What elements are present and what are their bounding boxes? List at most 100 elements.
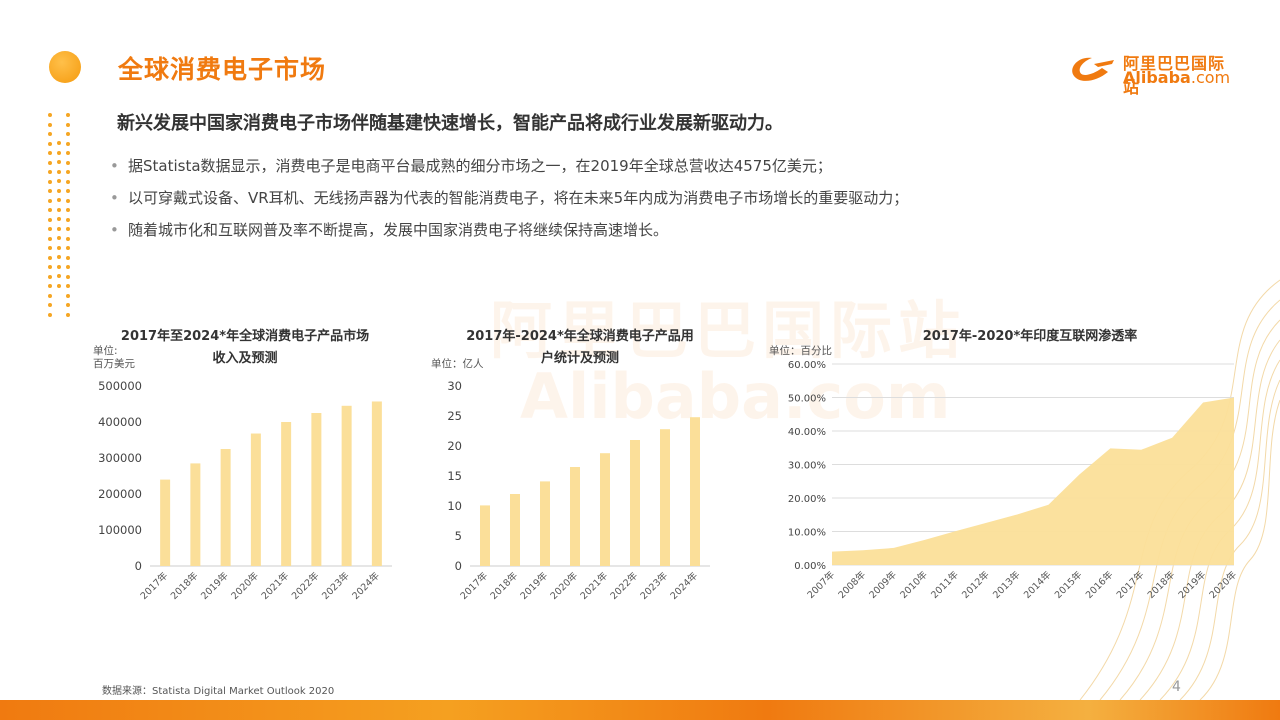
chart-india-unit: 单位：百分比 (769, 345, 832, 357)
bullet-text: 以可穿戴式设备、VR耳机、无线扬声器为代表的智能消费电子，将在未来5年内成为消费… (128, 189, 909, 207)
decorative-dot (48, 312, 52, 317)
y-tick-label: 40.00% (788, 427, 826, 438)
bar (480, 505, 490, 566)
x-tick-label: 2018年 (488, 569, 521, 602)
decorative-dot (66, 236, 70, 241)
decorative-dot (48, 293, 52, 298)
x-tick-label: 2020年 (229, 569, 262, 602)
x-tick-label: 2023年 (319, 569, 352, 602)
y-tick-label: 30 (447, 379, 462, 393)
bar (570, 467, 580, 566)
x-tick-label: 2020年 (1207, 568, 1240, 601)
bar (660, 429, 670, 566)
decorative-dot (57, 255, 61, 259)
bullet-marker: • (110, 189, 119, 207)
decorative-dot (66, 141, 70, 146)
decorative-dot (57, 179, 61, 183)
x-tick-label: 2011年 (929, 568, 962, 601)
decorative-dot (48, 113, 52, 117)
x-tick-label: 2021年 (578, 569, 611, 602)
y-tick-label: 0.00% (794, 561, 826, 572)
decorative-dot (57, 274, 61, 278)
y-tick-label: 15 (447, 469, 462, 483)
bullet-item: • 据Statista数据显示，消费电子是电商平台最成熟的细分市场之一，在2019… (110, 155, 908, 187)
x-tick-label: 2024年 (350, 569, 383, 602)
decorative-dot (48, 141, 52, 146)
decorative-dot (66, 198, 70, 203)
decorative-dot (57, 160, 61, 164)
decorative-dot (66, 160, 70, 165)
x-tick-label: 2019年 (198, 569, 231, 602)
x-tick-label: 2020年 (548, 569, 581, 602)
chart-india-internet: 0.00% 10.00% 20.00% 30.00% 40.00% 50.00% 60.00… (788, 360, 1240, 601)
decorative-dot (57, 169, 61, 174)
x-tick-label: 2007年 (805, 568, 838, 601)
chart-revenue-unit: 单位: 百万美元 (93, 345, 135, 371)
x-tick-label: 2008年 (836, 568, 869, 601)
bullet-text: 随着城市化和互联网普及率不断提高，发展中国家消费电子将继续保持高速增长。 (128, 221, 669, 239)
bar (630, 440, 640, 566)
data-source: 数据来源：Statista Digital Market Outlook 202… (102, 686, 335, 697)
decorative-dot (48, 198, 52, 203)
decorative-dot (57, 198, 61, 202)
alibaba-logo: 阿里巴巴国际站 Alibaba.com (1068, 48, 1238, 97)
decorative-dot (66, 255, 70, 260)
decorative-dot (66, 265, 70, 269)
decorative-dot (57, 150, 61, 155)
y-tick-label: 20.00% (788, 494, 826, 505)
decorative-dot (66, 122, 70, 127)
chart-india-title: 2017年-2020*年印度互联网渗透率 (922, 329, 1138, 344)
decorative-dot (66, 303, 70, 307)
chart-users-title: 2017年-2024*年全球消费电子产品用 户统计及预测 (455, 326, 705, 370)
chart-users: 0510152025302017年2018年2019年2020年2021年202… (447, 379, 710, 602)
bar (540, 481, 550, 566)
footer-bar (0, 700, 1280, 720)
decorative-dot (57, 264, 61, 269)
bullet-item: • 以可穿戴式设备、VR耳机、无线扬声器为代表的智能消费电子，将在未来5年内成为消… (110, 187, 908, 219)
decorative-dot (66, 284, 70, 288)
page-subtitle: 新兴发展中国家消费电子市场伴随基建快速增长，智能产品将成行业发展新驱动力。 (117, 113, 783, 134)
decorative-dot (48, 274, 52, 279)
chart-users-unit: 单位：亿人 (431, 358, 484, 370)
decorative-dot (48, 208, 52, 212)
x-tick-label: 2012年 (959, 568, 992, 601)
y-tick-label: 200000 (98, 487, 142, 501)
x-tick-label: 2018年 (168, 569, 201, 602)
decorative-dot (48, 284, 52, 288)
y-tick-label: 500000 (98, 379, 142, 393)
y-tick-label: 5 (455, 529, 462, 543)
decorative-dot (66, 312, 70, 317)
bullet-text: 据Statista数据显示，消费电子是电商平台最成熟的细分市场之一，在2019年… (128, 157, 832, 175)
y-tick-label: 100000 (98, 523, 142, 537)
decorative-circle (49, 51, 81, 83)
area-series (832, 397, 1234, 565)
decorative-dot (66, 113, 70, 117)
decorative-dot (57, 245, 61, 250)
bar (281, 422, 292, 566)
chart-revenue-unit-line2: 百万美元 (93, 358, 135, 370)
decorative-dot (66, 179, 70, 184)
decorative-dot (48, 160, 52, 165)
y-tick-label: 20 (447, 439, 462, 453)
decorative-dot (57, 283, 61, 288)
x-tick-label: 2014年 (1021, 568, 1054, 601)
bar (371, 401, 382, 566)
x-tick-label: 2023年 (638, 569, 671, 602)
bar (160, 479, 171, 566)
bullet-marker: • (110, 221, 119, 239)
decorative-dot (66, 293, 70, 298)
decorative-dot (48, 170, 52, 174)
x-tick-label: 2017年 (1114, 568, 1147, 601)
x-tick-label: 2018年 (1145, 568, 1178, 601)
decorative-dot (66, 227, 70, 231)
decorative-dot (48, 151, 52, 155)
decorative-dot (57, 141, 61, 145)
logo-text-en: Alibaba.com (1123, 68, 1231, 87)
x-tick-label: 2017年 (458, 569, 491, 602)
decorative-dot (48, 303, 52, 307)
chart-revenue-unit-line1: 单位: (93, 345, 118, 357)
chart-revenue-title-line1: 2017年至2024*年全球消费电子产品市场 (120, 329, 370, 344)
y-tick-label: 400000 (98, 415, 142, 429)
bar (250, 433, 261, 566)
y-tick-label: 50.00% (788, 394, 826, 405)
